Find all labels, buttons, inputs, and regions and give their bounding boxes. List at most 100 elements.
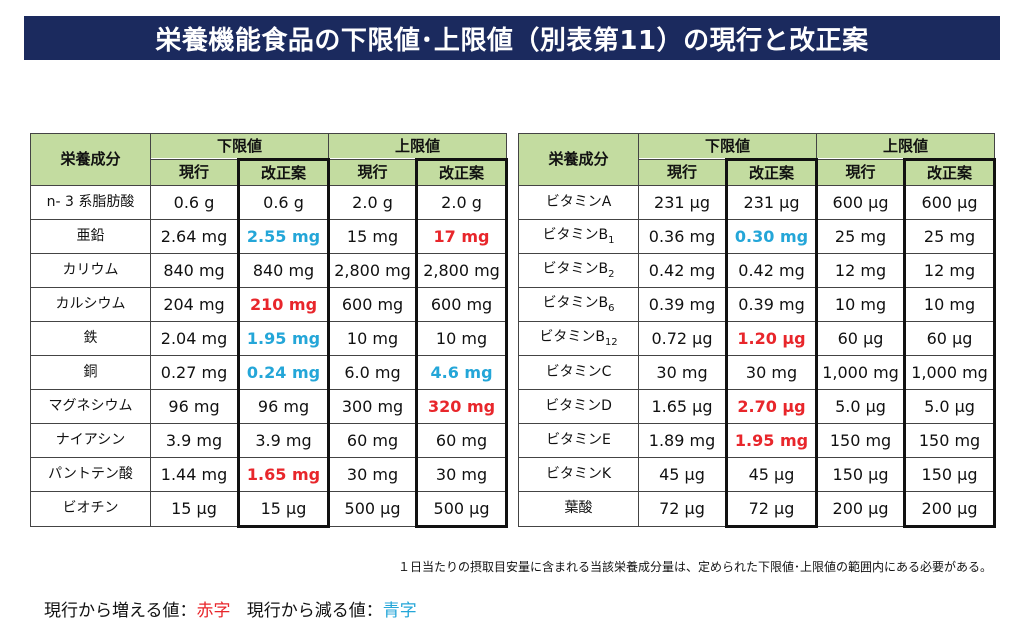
- lower-proposed-value: 1.65 mg: [236, 457, 331, 492]
- lower-proposed-value: 840 mg: [236, 253, 331, 288]
- header-lower-current: 現行: [638, 159, 727, 186]
- upper-proposed-value: 2.0 g: [415, 185, 509, 220]
- lower-current-value: 0.27 mg: [150, 355, 239, 390]
- lower-proposed-value: 1.95 mg: [724, 423, 819, 458]
- nutrient-name: ビオチン: [30, 491, 151, 527]
- table-row: ビタミンA 231 μg 231 μg 600 μg 600 μg: [518, 185, 997, 220]
- lower-proposed-value: 15 μg: [236, 491, 331, 528]
- upper-proposed-value: 1,000 mg: [903, 355, 997, 390]
- lower-proposed-value: 0.39 mg: [724, 287, 819, 322]
- upper-current-value: 60 mg: [328, 423, 418, 458]
- nutrient-name: ビタミンE: [518, 423, 639, 458]
- lower-current-value: 2.04 mg: [150, 321, 239, 356]
- upper-proposed-value: 25 mg: [903, 219, 997, 254]
- lower-proposed-value: 2.55 mg: [236, 219, 331, 254]
- upper-current-value: 600 mg: [328, 287, 418, 322]
- table-row: ビタミンB12 0.72 μg 1.20 μg 60 μg 60 μg: [518, 321, 997, 356]
- lower-current-value: 1.44 mg: [150, 457, 239, 492]
- upper-current-value: 200 μg: [816, 491, 906, 527]
- lower-current-value: 0.6 g: [150, 185, 239, 220]
- nutrient-name: パントテン酸: [30, 457, 151, 492]
- lower-current-value: 96 mg: [150, 389, 239, 424]
- lower-current-value: 1.89 mg: [638, 423, 727, 458]
- upper-proposed-value: 10 mg: [415, 321, 509, 356]
- upper-current-value: 1,000 mg: [816, 355, 906, 390]
- header-lower-limit: 下限値: [149, 133, 330, 160]
- nutrient-name: 葉酸: [518, 491, 639, 527]
- table-row: ビタミンB2 0.42 mg 0.42 mg 12 mg 12 mg: [518, 253, 997, 288]
- upper-current-value: 30 mg: [328, 457, 418, 492]
- lower-current-value: 840 mg: [150, 253, 239, 288]
- nutrient-name: ビタミンB1: [518, 219, 639, 254]
- upper-current-value: 150 μg: [816, 457, 906, 492]
- lower-current-value: 0.39 mg: [638, 287, 727, 322]
- nutrient-name: ビタミンB6: [518, 287, 639, 322]
- table-row: カルシウム 204 mg 210 mg 600 mg 600 mg: [30, 287, 509, 322]
- lower-proposed-value: 0.24 mg: [236, 355, 331, 390]
- legend-decrease-label: 現行から減る値：: [246, 601, 383, 621]
- lower-proposed-value: 1.20 μg: [724, 321, 819, 356]
- upper-current-value: 2,800 mg: [328, 253, 418, 288]
- upper-current-value: 5.0 μg: [816, 389, 906, 424]
- lower-proposed-value: 45 μg: [724, 457, 819, 492]
- table-row: 銅 0.27 mg 0.24 mg 6.0 mg 4.6 mg: [30, 355, 509, 390]
- table-row: マグネシウム 96 mg 96 mg 300 mg 320 mg: [30, 389, 509, 424]
- legend-increase-label: 現行から増える値：: [44, 601, 197, 621]
- upper-current-value: 15 mg: [328, 219, 418, 254]
- nutrient-name: カリウム: [30, 253, 151, 288]
- legend-decrease-color: 青字: [382, 601, 417, 621]
- lower-current-value: 0.72 μg: [638, 321, 727, 356]
- table-row: ビタミンD 1.65 μg 2.70 μg 5.0 μg 5.0 μg: [518, 389, 997, 424]
- upper-current-value: 2.0 g: [328, 185, 418, 220]
- header-upper-limit: 上限値: [816, 133, 996, 160]
- table-row: パントテン酸 1.44 mg 1.65 mg 30 mg 30 mg: [30, 457, 509, 492]
- lower-proposed-value: 2.70 μg: [724, 389, 819, 424]
- lower-proposed-value: 30 mg: [724, 355, 819, 390]
- table-row: ナイアシン 3.9 mg 3.9 mg 60 mg 60 mg: [30, 423, 509, 458]
- header-lower-proposed: 改正案: [724, 158, 819, 186]
- upper-current-value: 10 mg: [328, 321, 418, 356]
- upper-proposed-value: 60 mg: [415, 423, 509, 458]
- nutrient-name: n- 3 系脂肪酸: [30, 185, 151, 220]
- table-row: ビタミンC 30 mg 30 mg 1,000 mg 1,000 mg: [518, 355, 997, 390]
- header-lower-proposed: 改正案: [236, 158, 331, 186]
- header-nutrient: 栄養成分: [518, 133, 639, 186]
- nutrient-subscript: 6: [608, 302, 615, 314]
- table-row: ビタミンK 45 μg 45 μg 150 μg 150 μg: [518, 457, 997, 492]
- table-row: ビオチン 15 μg 15 μg 500 μg 500 μg: [30, 491, 509, 528]
- lower-current-value: 231 μg: [638, 185, 727, 220]
- upper-proposed-value: 60 μg: [903, 321, 997, 356]
- upper-proposed-value: 17 mg: [415, 219, 509, 254]
- upper-proposed-value: 4.6 mg: [415, 355, 509, 390]
- table-row: 亜鉛 2.64 mg 2.55 mg 15 mg 17 mg: [30, 219, 509, 254]
- upper-current-value: 500 μg: [328, 491, 418, 527]
- lower-proposed-value: 0.30 mg: [724, 219, 819, 254]
- upper-current-value: 300 mg: [328, 389, 418, 424]
- lower-current-value: 15 μg: [150, 491, 239, 527]
- lower-current-value: 30 mg: [638, 355, 727, 390]
- upper-proposed-value: 10 mg: [903, 287, 997, 322]
- nutrient-table-left: 栄養成分 下限値 上限値 現行 改正案 現行 改正案 n- 3 系脂肪酸 0.6 …: [30, 133, 509, 528]
- lower-current-value: 45 μg: [638, 457, 727, 492]
- upper-proposed-value: 150 mg: [903, 423, 997, 458]
- table-row: ビタミンB6 0.39 mg 0.39 mg 10 mg 10 mg: [518, 287, 997, 322]
- lower-proposed-value: 96 mg: [236, 389, 331, 424]
- table-row: n- 3 系脂肪酸 0.6 g 0.6 g 2.0 g 2.0 g: [30, 185, 509, 220]
- nutrient-name: ビタミンB12: [518, 321, 639, 356]
- nutrient-name: ビタミンC: [518, 355, 639, 390]
- upper-proposed-value: 12 mg: [903, 253, 997, 288]
- lower-current-value: 0.36 mg: [638, 219, 727, 254]
- lower-current-value: 3.9 mg: [150, 423, 239, 458]
- upper-proposed-value: 320 mg: [415, 389, 509, 424]
- lower-current-value: 1.65 μg: [638, 389, 727, 424]
- nutrient-name: ビタミンB2: [518, 253, 639, 288]
- nutrient-name: ビタミンK: [518, 457, 639, 492]
- header-nutrient: 栄養成分: [30, 133, 151, 186]
- lower-proposed-value: 0.6 g: [236, 185, 331, 220]
- nutrient-table-right: 栄養成分 下限値 上限値 現行 改正案 現行 改正案 ビタミンA 231 μg 23…: [518, 133, 997, 528]
- table-row: 葉酸 72 μg 72 μg 200 μg 200 μg: [518, 491, 997, 528]
- upper-current-value: 60 μg: [816, 321, 906, 356]
- upper-proposed-value: 5.0 μg: [903, 389, 997, 424]
- upper-current-value: 10 mg: [816, 287, 906, 322]
- nutrient-subscript: 1: [608, 234, 615, 246]
